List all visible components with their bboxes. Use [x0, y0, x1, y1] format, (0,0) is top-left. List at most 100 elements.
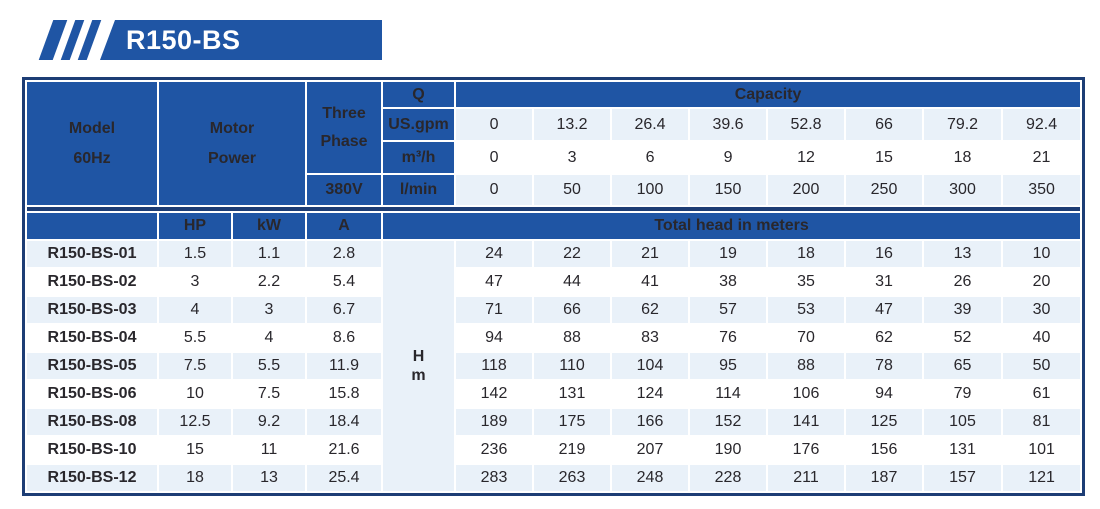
head-value-cell: 78 — [846, 353, 923, 379]
model-cell: R150-BS-08 — [27, 409, 157, 435]
header-model-line1: Model — [68, 119, 116, 137]
header-row-capacity: Model 60Hz Motor Power Three Phase Q Cap… — [27, 82, 1081, 205]
table-row: R150-BS-04 5.5 4 8.6 94 88 83 76 70 62 52 40 — [27, 325, 1081, 351]
capacity-value: 92.4 — [1003, 109, 1081, 140]
head-value-cell: 114 — [690, 381, 767, 407]
hp-cell: 15 — [159, 437, 231, 463]
capacity-row-m3h: m³/h 0 3 6 9 12 15 18 21 — [27, 142, 1081, 173]
head-value-cell: 52 — [924, 325, 1002, 351]
capacity-value: 79.2 — [924, 109, 1002, 140]
head-value-cell: 124 — [612, 381, 689, 407]
amp-cell: 2.8 — [307, 241, 382, 267]
head-value-cell: 57 — [690, 297, 767, 323]
head-value-cell: 141 — [768, 409, 845, 435]
table-row: R150-BS-12 18 13 25.4 283 263 248 228 211 187 157 1… — [27, 465, 1081, 491]
head-value-cell: 88 — [534, 325, 611, 351]
header-three-phase: Three Phase — [307, 82, 382, 173]
head-value-cell: 26 — [924, 269, 1002, 295]
capacity-value: 300 — [924, 175, 1002, 205]
table-row: R150-BS-02 3 2.2 5.4 47 44 41 38 35 31 26 20 — [27, 269, 1081, 295]
model-cell: R150-BS-02 — [27, 269, 157, 295]
header-hp: HP — [159, 213, 231, 239]
kw-cell: 9.2 — [233, 409, 306, 435]
head-unit-line1: H — [412, 347, 425, 365]
header-row-units: HP kW A Total head in meters — [27, 213, 1081, 239]
head-value-cell: 40 — [1003, 325, 1081, 351]
table-row: R150-BS-05 7.5 5.5 11.9 118 110 104 95 88 78 65 50 — [27, 353, 1081, 379]
capacity-value: 52.8 — [768, 109, 845, 140]
head-value-cell: 156 — [846, 437, 923, 463]
head-value-cell: 16 — [846, 241, 923, 267]
amp-cell: 15.8 — [307, 381, 382, 407]
header-model-spacer — [27, 213, 157, 239]
kw-cell: 1.1 — [233, 241, 306, 267]
head-value-cell: 79 — [924, 381, 1002, 407]
head-value-cell: 62 — [612, 297, 689, 323]
header-motor-line2: Power — [208, 149, 257, 167]
head-value-cell: 104 — [612, 353, 689, 379]
header-voltage: 380V — [307, 175, 382, 205]
head-value-cell: 219 — [534, 437, 611, 463]
head-value-cell: 187 — [846, 465, 923, 491]
banner: R150-BS — [36, 20, 385, 63]
unit-m3-h: m³/h — [383, 142, 455, 173]
head-value-cell: 125 — [846, 409, 923, 435]
head-value-cell: 81 — [1003, 409, 1081, 435]
header-three-phase-line2: Phase — [320, 132, 368, 150]
capacity-value: 250 — [846, 175, 923, 205]
hp-cell: 4 — [159, 297, 231, 323]
head-value-cell: 142 — [456, 381, 533, 407]
hp-cell: 10 — [159, 381, 231, 407]
head-value-cell: 35 — [768, 269, 845, 295]
amp-cell: 6.7 — [307, 297, 382, 323]
header-kw: kW — [233, 213, 306, 239]
head-value-cell: 38 — [690, 269, 767, 295]
kw-cell: 7.5 — [233, 381, 306, 407]
head-value-cell: 152 — [690, 409, 767, 435]
amp-cell: 18.4 — [307, 409, 382, 435]
head-value-cell: 131 — [534, 381, 611, 407]
head-value-cell: 62 — [846, 325, 923, 351]
head-value-cell: 283 — [456, 465, 533, 491]
head-value-cell: 263 — [534, 465, 611, 491]
head-value-cell: 166 — [612, 409, 689, 435]
capacity-value: 200 — [768, 175, 845, 205]
hp-cell: 12.5 — [159, 409, 231, 435]
head-value-cell: 20 — [1003, 269, 1081, 295]
header-motor-line1: Motor — [209, 119, 255, 137]
table-row: R150-BS-03 4 3 6.7 71 66 62 57 53 47 39 30 — [27, 297, 1081, 323]
head-value-cell: 71 — [456, 297, 533, 323]
capacity-value: 66 — [846, 109, 923, 140]
header-motor-power: Motor Power — [159, 82, 306, 205]
hp-cell: 5.5 — [159, 325, 231, 351]
kw-cell: 5.5 — [233, 353, 306, 379]
model-cell: R150-BS-12 — [27, 465, 157, 491]
banner-title-text: R150-BS — [126, 25, 241, 55]
head-value-cell: 118 — [456, 353, 533, 379]
kw-cell: 2.2 — [233, 269, 306, 295]
head-value-cell: 248 — [612, 465, 689, 491]
capacity-value: 39.6 — [690, 109, 767, 140]
head-value-cell: 47 — [846, 297, 923, 323]
header-total-head: Total head in meters — [383, 213, 1081, 239]
header-model-line2: 60Hz — [73, 149, 111, 167]
amp-cell: 21.6 — [307, 437, 382, 463]
kw-cell: 4 — [233, 325, 306, 351]
head-value-cell: 47 — [456, 269, 533, 295]
head-value-cell: 30 — [1003, 297, 1081, 323]
head-value-cell: 21 — [612, 241, 689, 267]
unit-l-min: l/min — [383, 175, 455, 205]
head-value-cell: 24 — [456, 241, 533, 267]
capacity-value: 0 — [456, 142, 533, 173]
model-cell: R150-BS-04 — [27, 325, 157, 351]
table-row: R150-BS-08 12.5 9.2 18.4 189 175 166 152 141 125 1… — [27, 409, 1081, 435]
head-value-cell: 39 — [924, 297, 1002, 323]
capacity-value: 21 — [1003, 142, 1081, 173]
hp-cell: 3 — [159, 269, 231, 295]
head-value-cell: 207 — [612, 437, 689, 463]
hp-cell: 18 — [159, 465, 231, 491]
amp-cell: 25.4 — [307, 465, 382, 491]
capacity-value: 0 — [456, 109, 533, 140]
